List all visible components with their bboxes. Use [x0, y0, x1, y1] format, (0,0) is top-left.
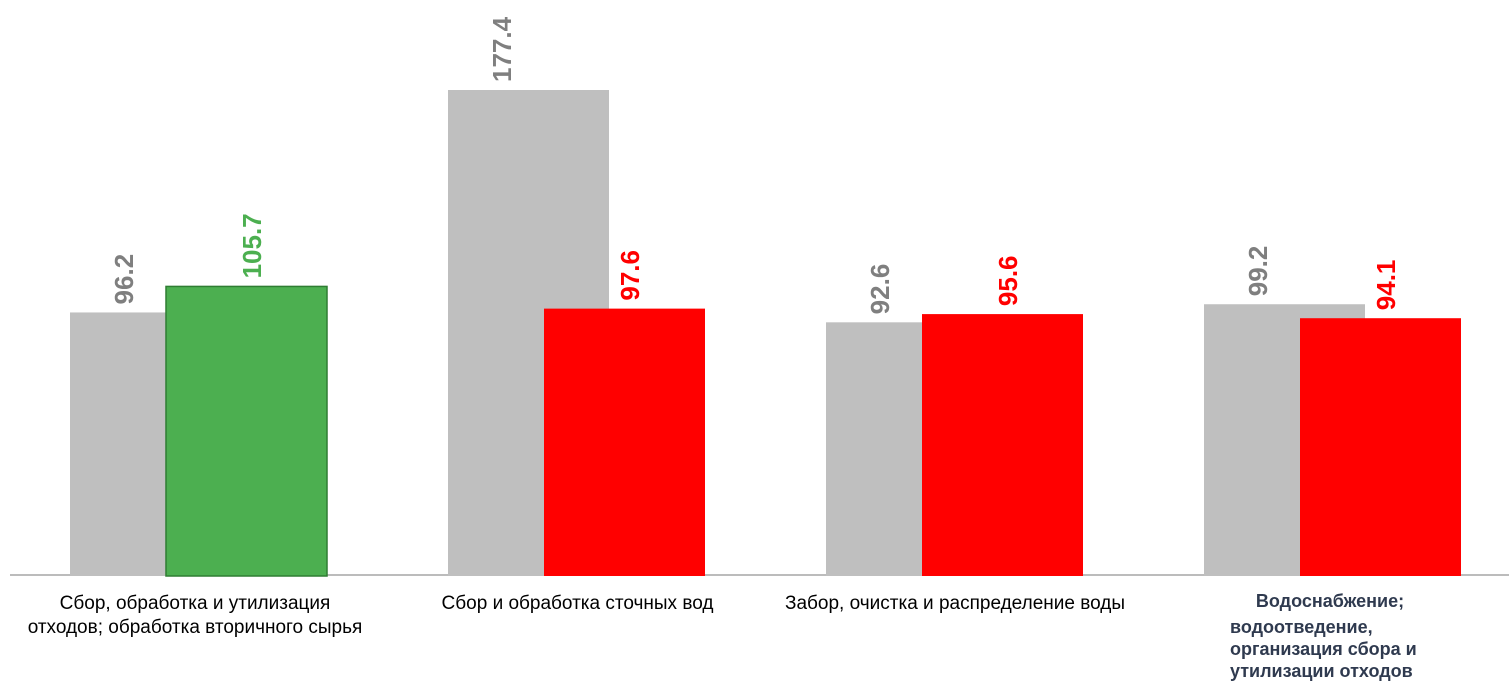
bar-current-1 [544, 308, 705, 576]
bar-current-0 [165, 285, 328, 577]
category-label-wastewater: Сбор и обработка сточных вод [441, 593, 714, 614]
data-label-previous-3: 99.2 [1243, 246, 1273, 297]
category-label-total-line1: Водоснабжение; [1255, 591, 1405, 611]
data-label-previous-0: 96.2 [109, 254, 139, 305]
data-label-current-0: 105.7 [237, 213, 267, 278]
data-label-previous-1: 177.4 [487, 16, 517, 82]
category-label-total: Водоснабжение; водоотведение, организаци… [1230, 590, 1430, 682]
data-label-current-3: 94.1 [1371, 260, 1401, 311]
bar-current-2 [922, 314, 1083, 576]
category-label-water-supply: Забор, очистка и распределение воды [785, 593, 1125, 614]
category-label-waste: Сбор, обработка и утилизация отходов; об… [27, 593, 363, 638]
bar-current-3 [1300, 318, 1461, 576]
category-label-total-line2: водоотведение, организация сбора и утили… [1230, 617, 1417, 681]
data-label-previous-2: 92.6 [865, 264, 895, 315]
data-label-current-2: 95.6 [993, 255, 1023, 306]
data-label-current-1: 97.6 [615, 250, 645, 301]
